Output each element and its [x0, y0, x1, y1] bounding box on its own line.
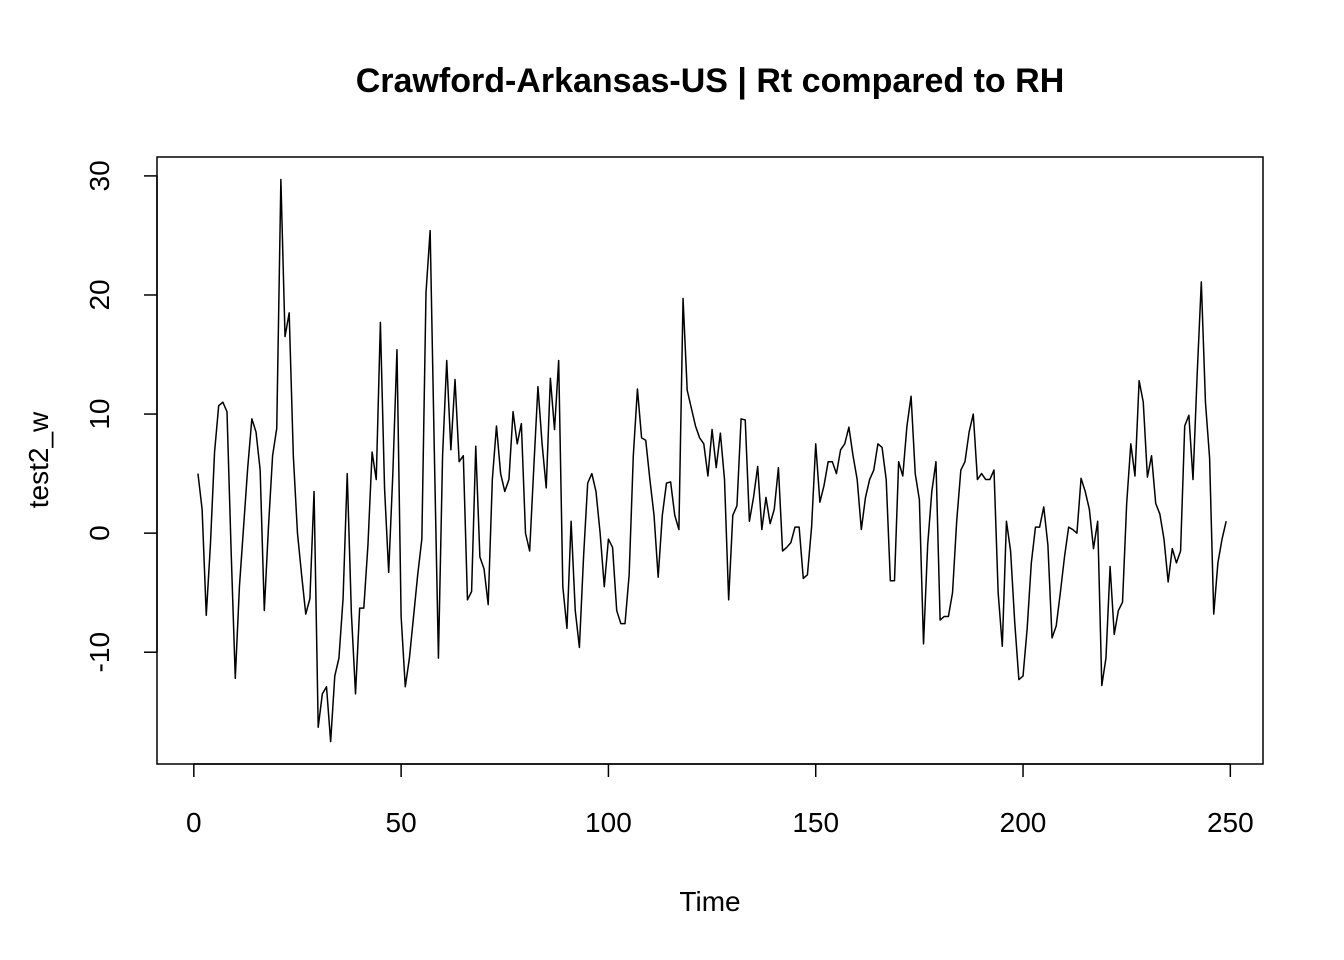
- y-axis-title: test2_w: [23, 411, 54, 508]
- x-tick-label: 100: [585, 807, 632, 838]
- y-tick-label: 30: [84, 160, 115, 191]
- x-tick-label: 50: [386, 807, 417, 838]
- y-tick-label: 0: [84, 525, 115, 541]
- x-tick-label: 200: [1000, 807, 1047, 838]
- y-tick-label: -10: [84, 632, 115, 672]
- x-axis-title: Time: [679, 886, 740, 917]
- y-axis: -10 0 10 20 30: [84, 160, 158, 672]
- series-line: [197, 178, 1227, 743]
- x-tick-label: 0: [186, 807, 202, 838]
- x-tick-label: 150: [792, 807, 839, 838]
- x-axis: 0 50 100 150 200 250: [186, 763, 1254, 838]
- y-tick-label: 10: [84, 398, 115, 429]
- y-tick-label: 20: [84, 279, 115, 310]
- chart-title: Crawford-Arkansas-US | Rt compared to RH: [356, 62, 1065, 100]
- x-tick-label: 250: [1207, 807, 1254, 838]
